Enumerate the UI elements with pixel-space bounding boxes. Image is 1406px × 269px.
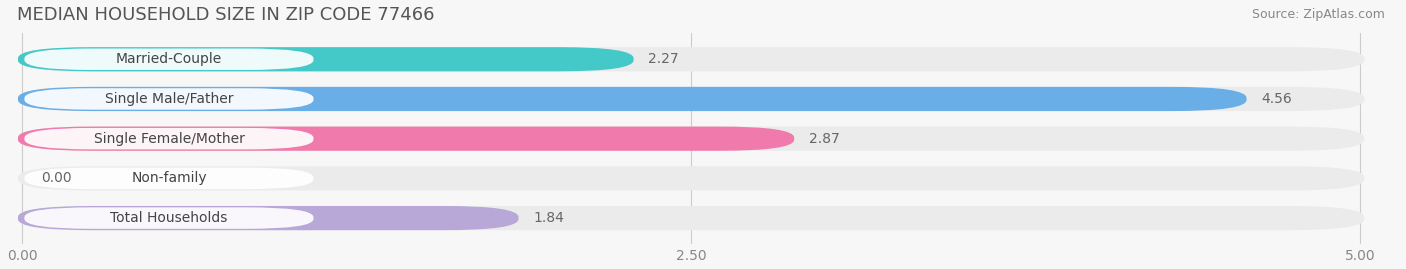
- FancyBboxPatch shape: [24, 48, 314, 70]
- Text: MEDIAN HOUSEHOLD SIZE IN ZIP CODE 77466: MEDIAN HOUSEHOLD SIZE IN ZIP CODE 77466: [17, 6, 434, 24]
- Text: Source: ZipAtlas.com: Source: ZipAtlas.com: [1251, 8, 1385, 21]
- Text: Non-family: Non-family: [131, 171, 207, 185]
- FancyBboxPatch shape: [24, 168, 314, 189]
- Text: Total Households: Total Households: [110, 211, 228, 225]
- FancyBboxPatch shape: [24, 207, 314, 229]
- Text: 0.00: 0.00: [41, 171, 72, 185]
- Text: 2.87: 2.87: [808, 132, 839, 146]
- FancyBboxPatch shape: [18, 87, 1247, 111]
- FancyBboxPatch shape: [18, 87, 1364, 111]
- FancyBboxPatch shape: [18, 166, 1364, 190]
- FancyBboxPatch shape: [18, 206, 1364, 230]
- Text: Married-Couple: Married-Couple: [115, 52, 222, 66]
- Text: 4.56: 4.56: [1261, 92, 1292, 106]
- FancyBboxPatch shape: [18, 47, 1364, 71]
- Text: 2.27: 2.27: [648, 52, 679, 66]
- FancyBboxPatch shape: [24, 128, 314, 149]
- Text: Single Male/Father: Single Male/Father: [104, 92, 233, 106]
- FancyBboxPatch shape: [18, 126, 794, 151]
- Text: Single Female/Mother: Single Female/Mother: [94, 132, 245, 146]
- FancyBboxPatch shape: [24, 88, 314, 110]
- FancyBboxPatch shape: [18, 206, 519, 230]
- FancyBboxPatch shape: [18, 47, 634, 71]
- Text: 1.84: 1.84: [533, 211, 564, 225]
- FancyBboxPatch shape: [18, 126, 1364, 151]
